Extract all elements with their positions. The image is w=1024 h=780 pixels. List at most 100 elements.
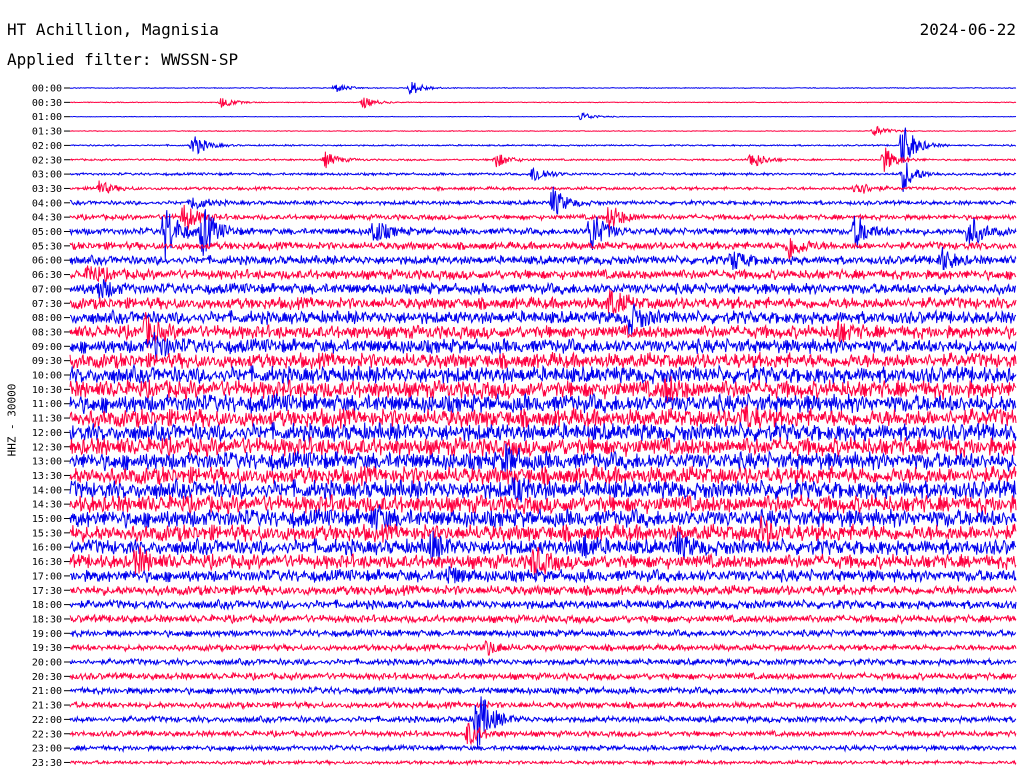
- row-time-label: 11:00: [32, 399, 62, 410]
- row-time-label: 00:30: [32, 98, 62, 109]
- row-time-label: 01:00: [32, 112, 62, 123]
- seismic-trace-row: [69, 312, 1017, 349]
- station-title: HT Achillion, Magnisia: [7, 20, 219, 39]
- row-time-label: 02:00: [32, 141, 62, 152]
- row-time-label: 22:30: [32, 729, 62, 740]
- seismic-trace-row: [69, 180, 1017, 194]
- row-time-label: 08:00: [32, 313, 62, 324]
- row-time-label: 09:30: [32, 356, 62, 367]
- row-time-label: 14:00: [32, 485, 62, 496]
- seismic-trace-row: [69, 111, 1017, 121]
- row-time-label: 19:00: [32, 629, 62, 640]
- seismic-trace-row: [69, 504, 1017, 532]
- seismic-trace-row: [69, 436, 1017, 458]
- row-time-label: 23:00: [32, 744, 62, 755]
- row-time-label: 15:30: [32, 528, 62, 539]
- seismic-trace-row: [69, 238, 1017, 261]
- seismic-trace-row: [69, 722, 1017, 746]
- row-time-label: 12:30: [32, 442, 62, 453]
- row-time-label: 04:30: [32, 213, 62, 224]
- seismic-trace-row: [69, 530, 1017, 563]
- row-time-label: 04:00: [32, 198, 62, 209]
- seismic-trace-row: [69, 685, 1017, 696]
- seismic-trace-row: [69, 332, 1017, 362]
- seismic-trace-row: [69, 670, 1017, 682]
- row-time-label: 17:30: [32, 586, 62, 597]
- seismic-trace-row: [69, 81, 1017, 95]
- row-time-label: 15:00: [32, 514, 62, 525]
- seismic-trace-row: [69, 186, 1017, 215]
- row-time-label: 16:00: [32, 543, 62, 554]
- seismic-trace-row: [69, 696, 1017, 749]
- seismic-trace-row: [69, 546, 1017, 576]
- row-time-label: 06:30: [32, 270, 62, 281]
- seismic-trace-row: [69, 420, 1017, 443]
- seismic-trace-row: [69, 351, 1017, 370]
- row-time-label: 16:30: [32, 557, 62, 568]
- seismic-trace-row: [69, 289, 1017, 315]
- seismic-trace-row: [69, 477, 1017, 503]
- seismic-trace-row: [69, 392, 1017, 415]
- row-time-label: 05:00: [32, 227, 62, 238]
- row-time-label: 23:30: [32, 758, 62, 769]
- seismic-trace-row: [69, 376, 1017, 403]
- seismic-trace-row: [69, 209, 1017, 261]
- row-time-label: 03:00: [32, 170, 62, 181]
- seismic-trace-row: [69, 125, 1017, 136]
- seismic-trace-row: [69, 127, 1016, 163]
- row-time-label: 20:30: [32, 672, 62, 683]
- row-time-label: 17:00: [32, 571, 62, 582]
- seismic-trace-row: [69, 162, 1017, 192]
- seismic-trace-row: [69, 627, 1017, 639]
- row-time-label: 01:30: [32, 127, 62, 138]
- row-time-label: 10:30: [32, 385, 62, 396]
- record-date: 2024-06-22: [919, 20, 1016, 39]
- seismic-trace-row: [69, 303, 1017, 336]
- seismic-trace-row: [69, 465, 1017, 486]
- row-time-label: 13:00: [32, 457, 62, 468]
- seismic-trace-row: [69, 515, 1017, 547]
- row-time-label: 09:00: [32, 342, 62, 353]
- row-time-label: 08:30: [32, 327, 62, 338]
- seismic-trace-row: [69, 758, 1017, 767]
- seismic-trace-row: [69, 246, 1017, 271]
- seismic-trace-row: [69, 265, 1017, 285]
- row-time-label: 10:00: [32, 371, 62, 382]
- row-time-label: 02:30: [32, 155, 62, 166]
- row-time-label: 13:30: [32, 471, 62, 482]
- seismic-trace-row: [70, 147, 1017, 172]
- row-time-label: 12:00: [32, 428, 62, 439]
- seismic-trace-row: [69, 566, 1017, 584]
- row-time-label: 21:30: [32, 701, 62, 712]
- seismic-trace-row: [69, 404, 1017, 429]
- row-time-label: 21:00: [32, 686, 62, 697]
- row-time-label: 07:00: [32, 284, 62, 295]
- row-time-label: 18:30: [32, 614, 62, 625]
- seismic-trace-row: [70, 97, 1017, 109]
- row-time-label: 11:30: [32, 414, 62, 425]
- seismic-trace-row: [69, 443, 1017, 473]
- row-time-label: 06:00: [32, 256, 62, 267]
- row-time-label: 07:30: [32, 299, 62, 310]
- seismic-trace-row: [69, 656, 1017, 668]
- row-time-label: 18:00: [32, 600, 62, 611]
- row-time-label: 22:00: [32, 715, 62, 726]
- row-time-label: 14:30: [32, 500, 62, 511]
- seismic-trace-row: [69, 743, 1017, 754]
- filter-label: Applied filter: WWSSN-SP: [7, 50, 239, 69]
- row-time-label: 03:30: [32, 184, 62, 195]
- seismic-trace-row: [69, 493, 1017, 515]
- row-time-label: 05:30: [32, 241, 62, 252]
- seismic-trace-row: [69, 613, 1017, 625]
- seismic-trace-row: [69, 204, 1017, 231]
- seismic-trace-row: [69, 363, 1017, 385]
- seismic-trace-row: [70, 640, 1017, 656]
- row-time-label: 19:30: [32, 643, 62, 654]
- seismic-trace-row: [69, 584, 1017, 597]
- seismic-trace-row: [69, 699, 1017, 711]
- row-time-label: 00:00: [32, 84, 62, 95]
- seismic-trace-row: [69, 279, 1017, 299]
- row-time-label: 20:00: [32, 658, 62, 669]
- seismic-trace-row: [69, 598, 1017, 611]
